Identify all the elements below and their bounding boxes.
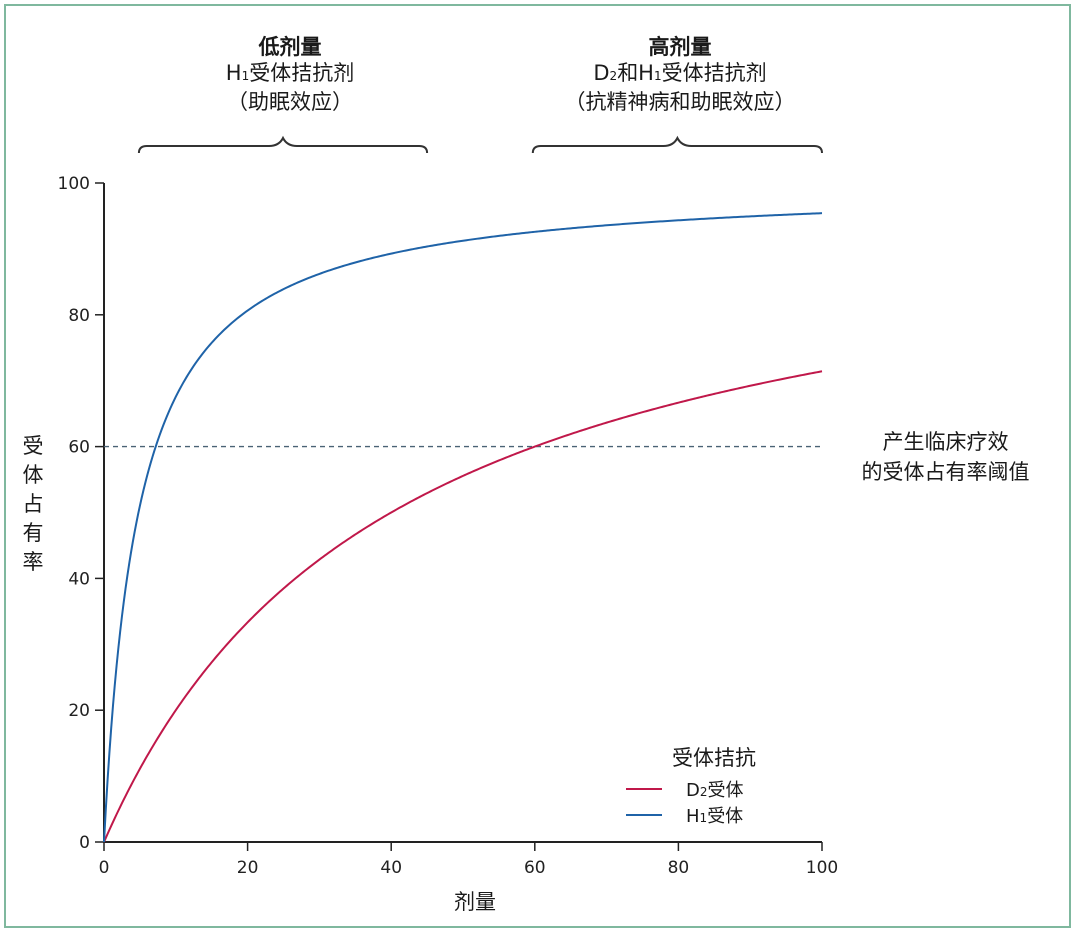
figure-frame xyxy=(4,4,1071,928)
threshold-label-line1: 产生临床疗效 xyxy=(882,430,1009,454)
low-dose-brace xyxy=(137,135,429,154)
low-dose-title: 低剂量 xyxy=(258,35,322,59)
legend-swatch-h1 xyxy=(626,814,662,816)
y-tick-label: 20 xyxy=(68,701,90,721)
y-tick-label: 0 xyxy=(79,833,90,853)
legend-label-h1: H1受体 xyxy=(686,806,744,827)
y-axis-label: 受 体 占 有 率 xyxy=(20,432,46,577)
legend-swatch-d2 xyxy=(626,788,662,790)
legend-item-h1: H1受体 xyxy=(620,802,756,828)
legend-item-d2: D2受体 xyxy=(620,776,756,802)
y-tick-label: 80 xyxy=(68,306,90,326)
y-tick-label: 60 xyxy=(68,438,90,458)
legend-title: 受体拮抗 xyxy=(672,746,756,770)
legend: 受体拮抗 D2受体 H1受体 xyxy=(620,742,756,828)
axes: 0 20 40 60 80 100 0 20 40 60 80 100 xyxy=(58,174,839,878)
y-label-char: 率 xyxy=(22,550,44,574)
high-dose-title: 高剂量 xyxy=(648,35,712,59)
high-dose-brace xyxy=(531,135,823,154)
y-label-char: 体 xyxy=(22,463,44,487)
y-label-char: 占 xyxy=(22,492,44,516)
curves xyxy=(103,212,823,843)
x-tick-label: 100 xyxy=(806,858,838,878)
h1-receptor-curve xyxy=(103,212,823,843)
y-tick-label: 100 xyxy=(58,174,90,194)
x-axis-label: 剂量 xyxy=(454,890,496,914)
y-label-char: 受 xyxy=(22,434,44,458)
high-dose-annotation: 高剂量 D2和H1受体拮抗剂 （抗精神病和助眠效应） xyxy=(530,34,830,115)
y-tick-label: 40 xyxy=(68,569,90,589)
x-tick-label: 20 xyxy=(237,858,259,878)
high-dose-line1: D2和H1受体拮抗剂 xyxy=(593,61,767,85)
y-label-char: 有 xyxy=(22,521,44,545)
d2-receptor-curve xyxy=(103,370,823,843)
x-tick-label: 80 xyxy=(668,858,690,878)
x-tick-label: 40 xyxy=(380,858,402,878)
x-tick-label: 0 xyxy=(99,858,110,878)
x-tick-label: 60 xyxy=(524,858,546,878)
threshold-label-line2: 的受体占有率阈值 xyxy=(861,460,1030,484)
low-dose-line2: （助眠效应） xyxy=(227,90,353,114)
threshold-label: 产生临床疗效 的受体占有率阈值 xyxy=(838,427,1053,487)
low-dose-annotation: 低剂量 H1受体拮抗剂 （助眠效应） xyxy=(180,34,400,115)
legend-label-d2: D2受体 xyxy=(686,780,744,801)
low-dose-line1: H1受体拮抗剂 xyxy=(225,61,355,85)
dose-range-braces xyxy=(137,135,823,154)
high-dose-line2: （抗精神病和助眠效应） xyxy=(564,90,796,114)
